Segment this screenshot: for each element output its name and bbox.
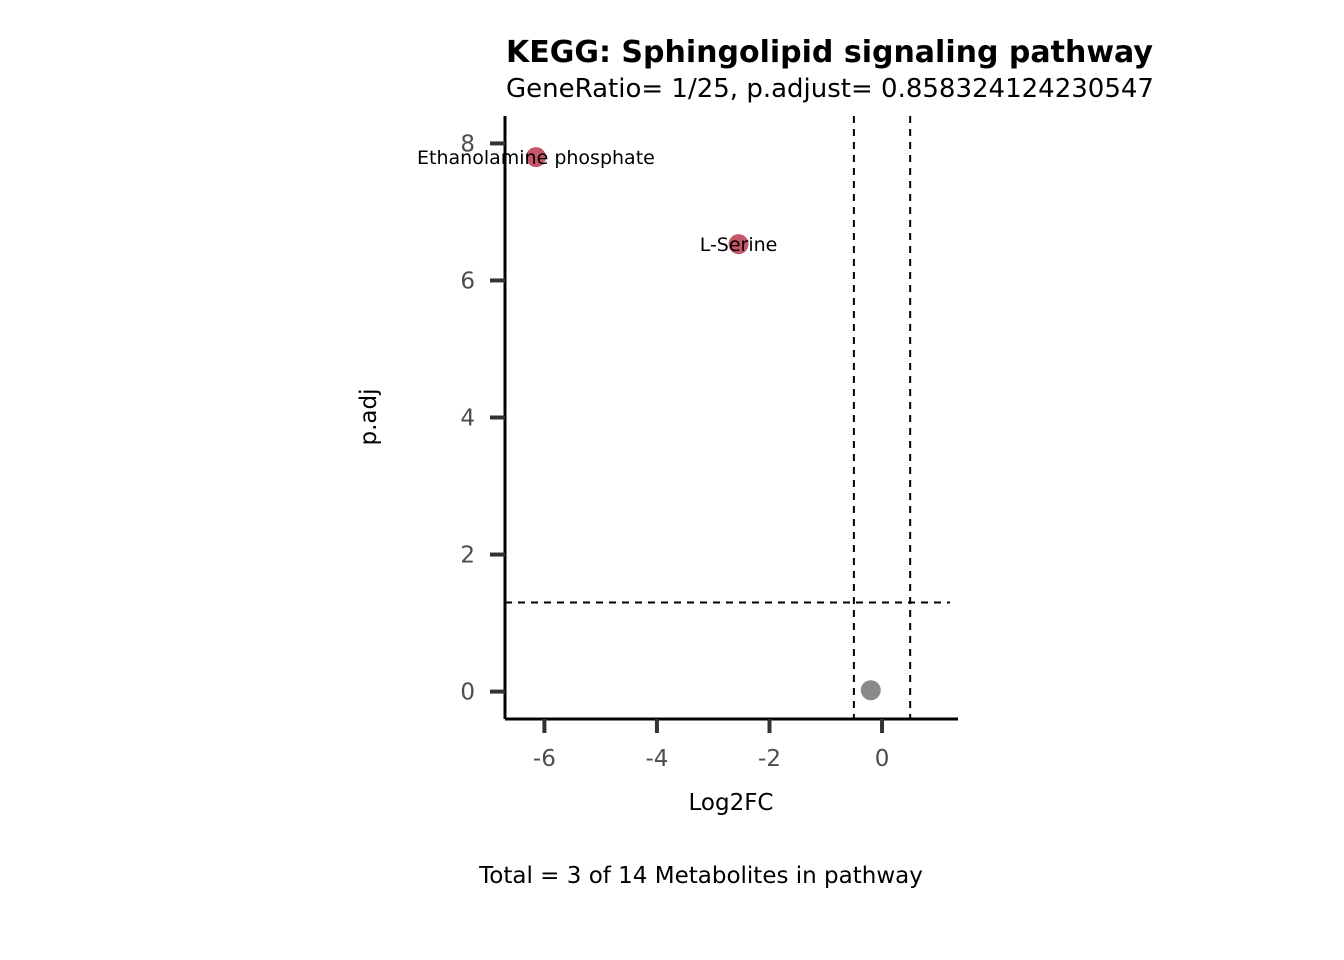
point-label-1: L-Serine xyxy=(700,234,778,256)
chart-title: KEGG: Sphingolipid signaling pathway xyxy=(506,35,1153,70)
x-tick-label: -4 xyxy=(645,746,668,772)
data-point-2 xyxy=(860,680,881,701)
chart-caption: Total = 3 of 14 Metabolites in pathway xyxy=(478,863,923,889)
y-tick-label: 0 xyxy=(460,680,475,706)
x-axis-title: Log2FC xyxy=(688,790,773,816)
point-label-0: Ethanolamine phosphate xyxy=(417,147,655,169)
data-point-0 xyxy=(525,147,546,168)
x-tick-label: -6 xyxy=(533,746,556,772)
data-point-1 xyxy=(728,234,749,255)
y-tick-label: 8 xyxy=(460,131,475,157)
x-tick-label: -2 xyxy=(758,746,781,772)
y-axis-title: p.adj xyxy=(356,389,382,446)
chart-subtitle: GeneRatio= 1/25, p.adjust= 0.85832412423… xyxy=(506,74,1154,104)
y-tick-label: 2 xyxy=(460,543,475,569)
y-tick-label: 4 xyxy=(460,406,475,432)
y-tick-label: 6 xyxy=(460,268,475,294)
x-tick-label: 0 xyxy=(875,746,890,772)
